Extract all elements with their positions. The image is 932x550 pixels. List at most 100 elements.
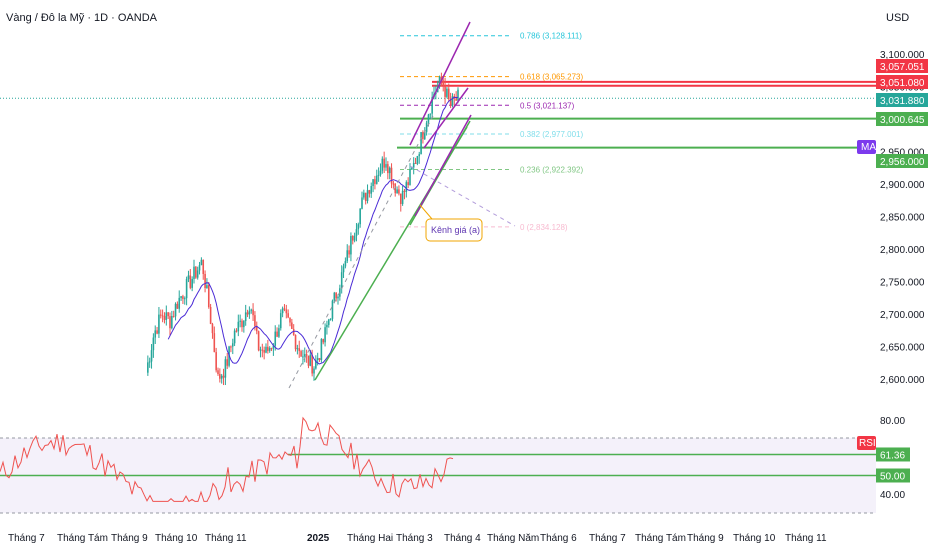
price-tag-bg (876, 154, 928, 168)
candle-body (189, 275, 192, 288)
candle-body (276, 331, 278, 337)
candle-body (265, 346, 267, 353)
candle-body (182, 296, 184, 299)
channel-lower-line[interactable] (414, 114, 472, 217)
time-tick-label: Tháng 10 (155, 533, 198, 544)
candle-body (254, 315, 256, 327)
annotation-box[interactable] (425, 218, 483, 242)
candle-body (361, 197, 363, 209)
candle-body (226, 359, 229, 366)
candle-body (274, 331, 277, 346)
candle-body (255, 326, 258, 332)
ma-badge[interactable]: MA (857, 140, 876, 154)
candle-body (383, 158, 385, 168)
fib-level-label: 0.618 (3,065.273) (520, 73, 583, 82)
channel-upper-line[interactable] (409, 21, 471, 146)
candle-body (307, 355, 310, 366)
time-tick-label: Tháng 6 (540, 533, 577, 544)
candle-body (246, 312, 249, 315)
candle-body (219, 374, 221, 379)
time-axis[interactable]: Tháng 7 Tháng Tám Tháng 9 Tháng 10 Tháng 11 2… (8, 533, 827, 544)
candle-body (200, 259, 203, 266)
rsi-badge[interactable]: RSI (857, 436, 876, 450)
chart-title: Vàng / Đô la Mỹ · 1D · OANDA (6, 12, 158, 24)
rsi-tick-label: 80.00 (880, 416, 905, 427)
candle-body (198, 265, 201, 271)
price-tag-bg (876, 93, 928, 107)
candle-body (287, 313, 289, 318)
candle-body (241, 320, 243, 328)
candle-body (372, 179, 374, 187)
fib-level-label: 0.236 (2,922.392) (520, 165, 583, 174)
rsi-badge-bg[interactable] (857, 436, 876, 450)
price-tag-text: 2,956.000 (880, 157, 925, 168)
candle-body (237, 321, 240, 332)
candle-body (298, 348, 301, 352)
candle-body (257, 331, 260, 351)
candle-body (191, 279, 193, 288)
rsi-badge-text: RSI (859, 438, 876, 449)
candle-body (235, 330, 238, 332)
candle-body (405, 182, 408, 192)
fibonacci-levels: 0.786 (3,128.111) 0.618 (3,065.273) 0.5 (3… (400, 32, 583, 232)
candle-body (163, 316, 166, 320)
candle-body (152, 337, 155, 351)
candle-body (154, 330, 157, 338)
candle-body (399, 193, 402, 204)
price-tick-label: 2,850.000 (880, 213, 925, 224)
candle-body (204, 273, 206, 288)
candle-body (156, 330, 158, 334)
fib-level-label: 0.382 (2,977.001) (520, 130, 583, 139)
candle-body (211, 323, 214, 334)
candle-body (418, 154, 421, 157)
candle-body (161, 315, 164, 317)
candle-body (335, 292, 337, 299)
candle-body (316, 358, 319, 360)
candle-body (267, 346, 269, 351)
channel-annotation[interactable]: Kênh giá (a) (425, 218, 483, 242)
candle-body (444, 85, 446, 97)
candle-body (248, 310, 251, 315)
candle-body (263, 350, 265, 353)
candle-body (187, 275, 190, 280)
candle-body (147, 362, 149, 373)
candle-body (385, 164, 387, 168)
candle-body (292, 328, 295, 336)
rsi-tag-text: 50.00 (880, 472, 905, 483)
rsi-tag-bg (876, 468, 910, 483)
candle-body (422, 132, 424, 140)
price-tick-label: 2,600.000 (880, 375, 925, 386)
candle-body (414, 162, 417, 164)
candle-body (375, 175, 378, 184)
candle-body (230, 346, 232, 348)
annotation-text: Kênh giá (a) (431, 225, 480, 235)
price-tags: 3,057.051 3,051.080 3,031.880 3,000.645 2,95… (876, 59, 928, 483)
candle-body (202, 259, 205, 274)
channel-dashed-line[interactable] (288, 115, 434, 389)
price-tick-label: 2,700.000 (880, 310, 925, 321)
candle-body (148, 361, 151, 363)
candle-body (331, 300, 334, 319)
candle-body (431, 97, 433, 114)
candle-body (451, 96, 454, 106)
candle-body (333, 292, 336, 301)
candle-body (174, 303, 177, 317)
candle-body (311, 354, 313, 374)
candle-body (355, 229, 358, 236)
price-tick-label: 2,950.000 (880, 148, 925, 159)
candle-body (313, 368, 315, 374)
candle-body (261, 349, 264, 351)
candle-body (217, 370, 219, 375)
candle-body (398, 189, 400, 194)
ma-badge-bg[interactable] (857, 140, 876, 154)
time-tick-label: Tháng 11 (205, 533, 247, 544)
candle-body (329, 318, 332, 320)
candle-body (150, 350, 153, 362)
candle-body (185, 279, 188, 299)
rsi-tick-label: 40.00 (880, 490, 905, 501)
fib-level-label: 0.5 (3,021.137) (520, 101, 575, 110)
candle-body (250, 309, 253, 311)
channel-line[interactable] (423, 87, 469, 149)
candle-body (324, 327, 326, 343)
